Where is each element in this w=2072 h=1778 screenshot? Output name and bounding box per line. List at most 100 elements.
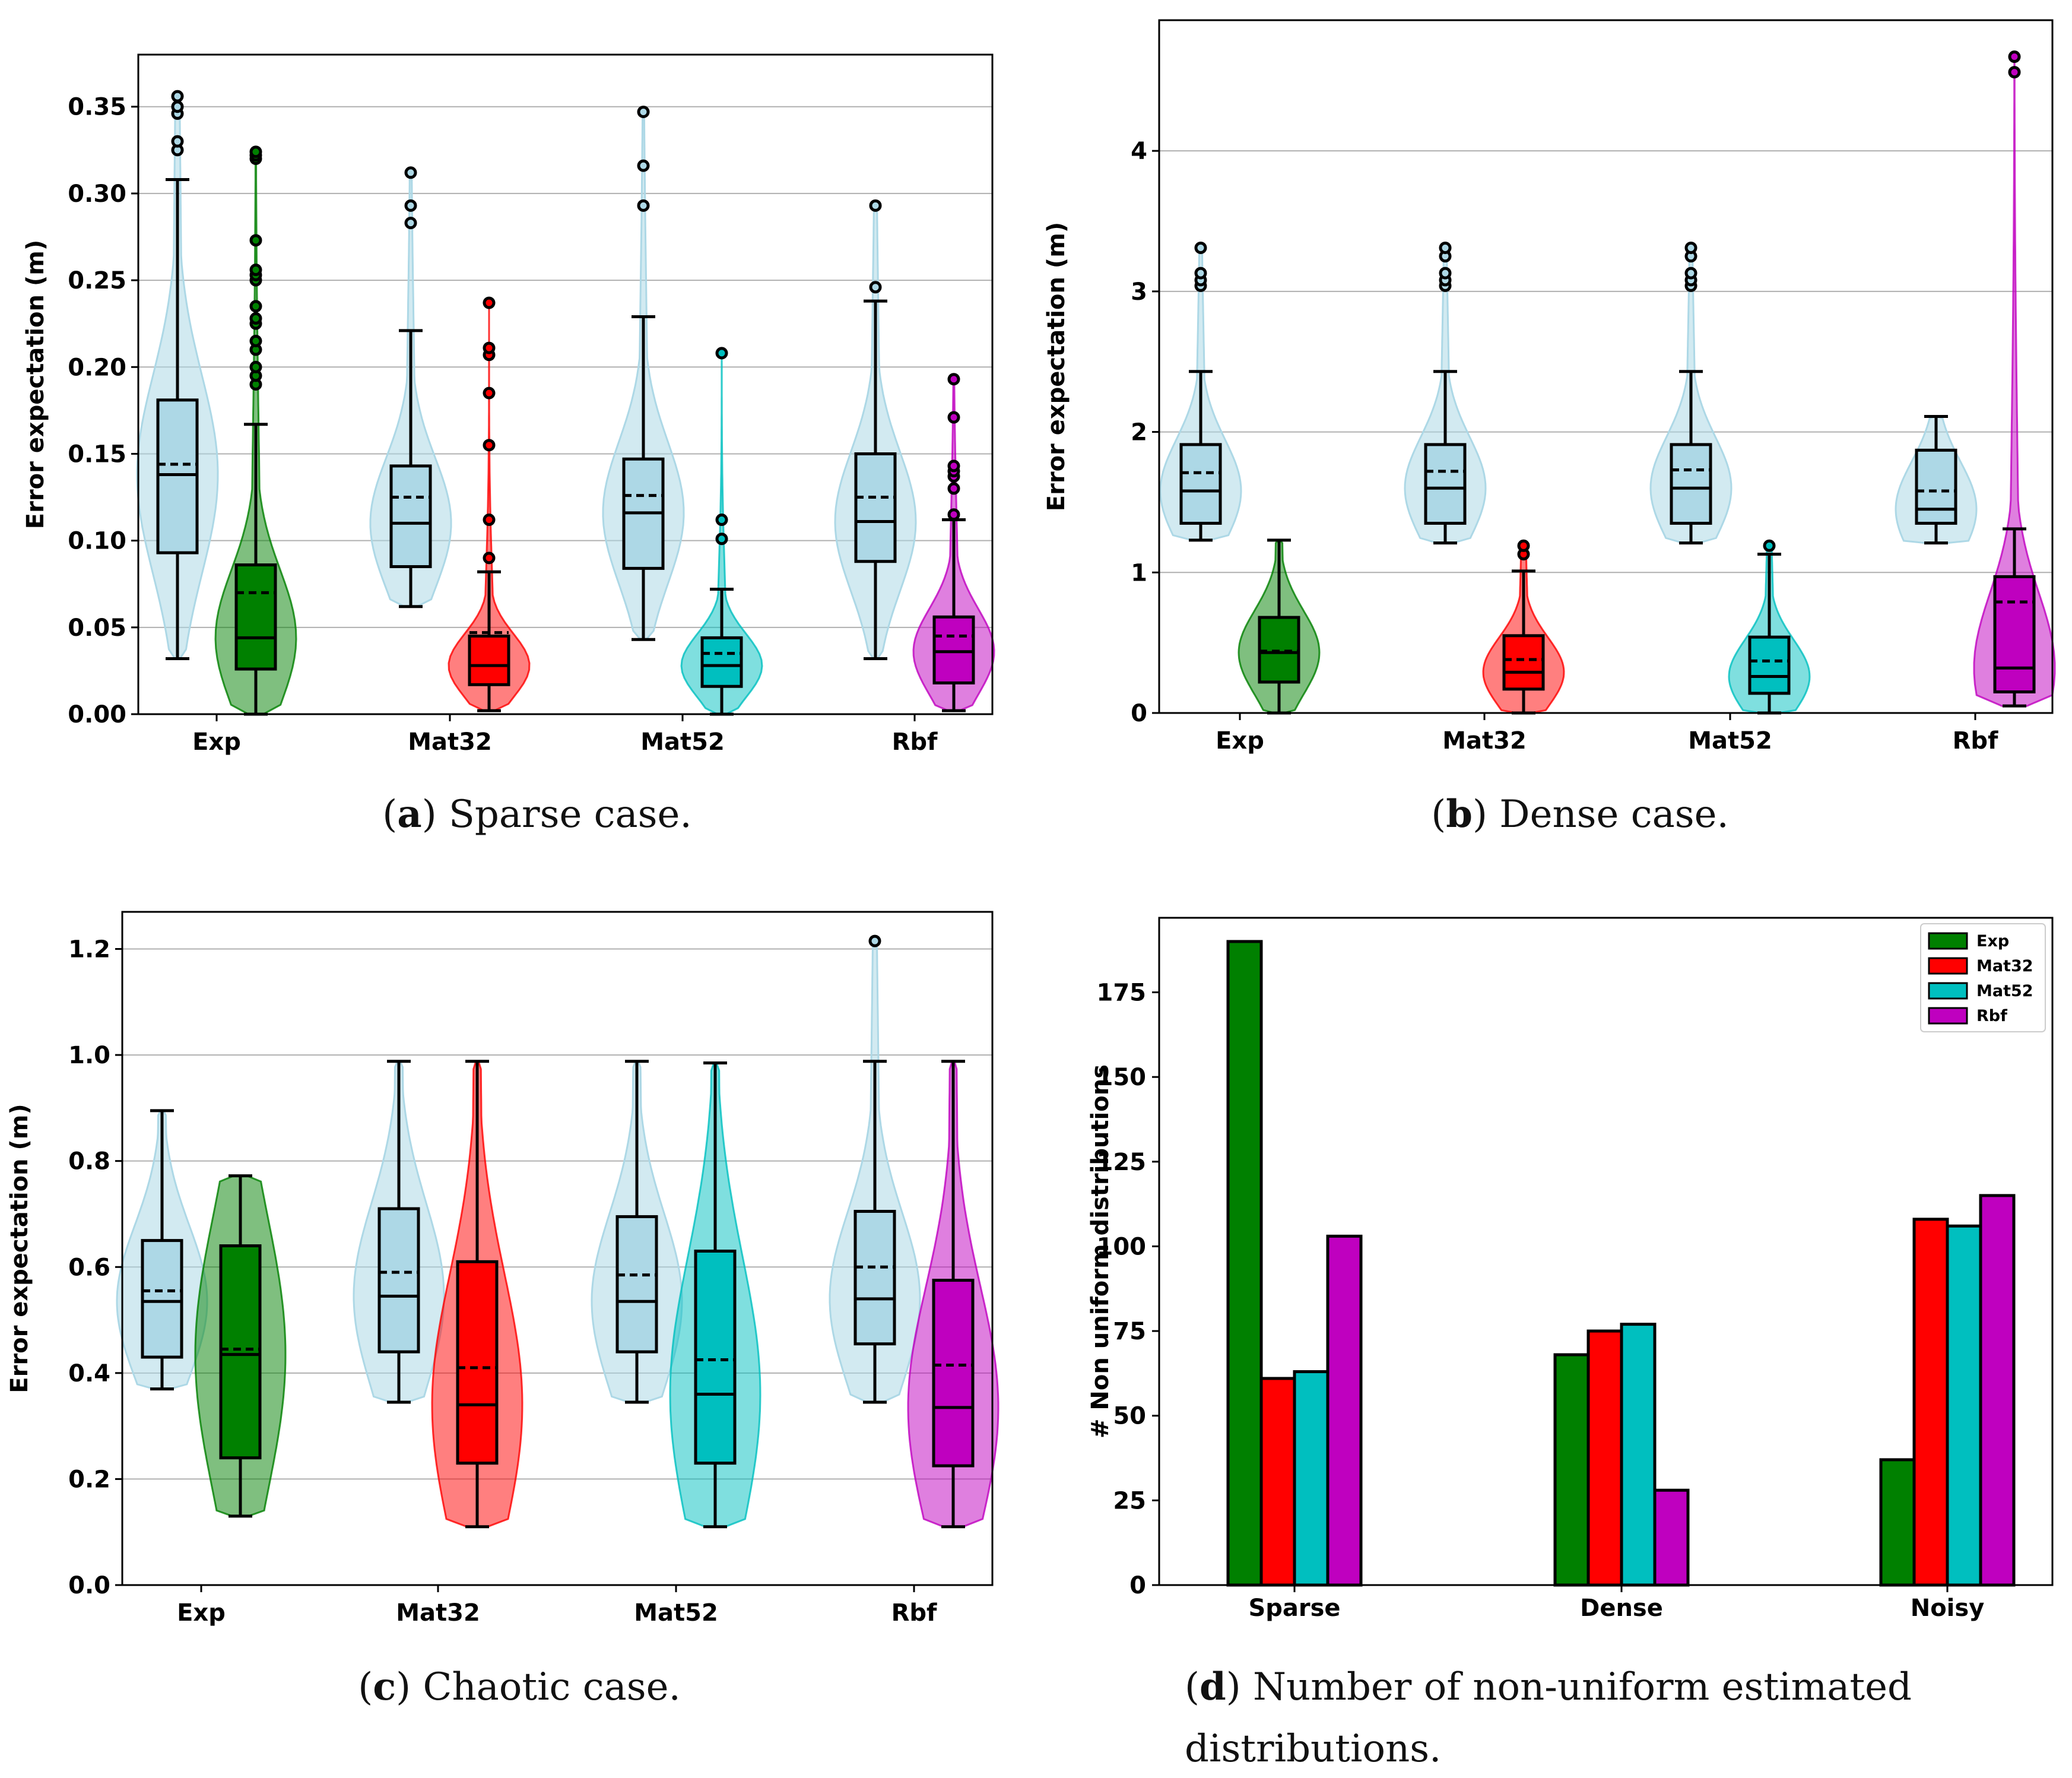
panel-c-y-tick-label: 0.8 xyxy=(68,1148,110,1175)
panel-c-y-tick-label: 0.2 xyxy=(68,1466,110,1493)
panel-b-rbf-kernel-outlier xyxy=(2008,66,2021,79)
panel-b-mat32-baseline-outlier xyxy=(1439,241,1452,254)
panel-c-x-tick-label: Mat52 xyxy=(634,1599,718,1627)
panel-a-exp-baseline-outlier xyxy=(171,100,184,113)
panel-a-plot-frame xyxy=(137,53,994,715)
panel-a-exp-baseline-outlier xyxy=(171,135,184,148)
panel-c-caption-letter: c xyxy=(373,1665,396,1709)
panel-a-mat52-kernel-outlier xyxy=(715,514,728,527)
panel-a-exp-kernel-outlier xyxy=(249,334,262,347)
panel-c-x-ticks: Exp Mat32 Mat52 Rbf xyxy=(177,1585,937,1627)
panel-a-mat32-kernel-outlier xyxy=(483,514,496,527)
panel-d-caption-letter: d xyxy=(1200,1665,1226,1709)
panel-c-y-tick-label: 0.0 xyxy=(68,1572,110,1599)
panel-b-mat32-kernel-outlier xyxy=(1517,539,1530,552)
panel-d-y-tick-label: 25 xyxy=(1113,1487,1146,1514)
panel-a-caption-letter: a xyxy=(397,792,421,836)
panel-d-legend-label-rbf: Rbf xyxy=(1976,1007,2007,1025)
panel-d-legend-label-mat32: Mat32 xyxy=(1976,957,2033,975)
panel-b-mat32-baseline-outlier xyxy=(1439,267,1452,280)
panel-d-non-uniform-bars: 0 25 50 75 100 125 150 175 Sparse Dense Noisy # N… xyxy=(1087,917,2054,1771)
panel-a-exp-kernel-box xyxy=(234,563,277,671)
panel-a-mat32-kernel-box xyxy=(468,634,510,686)
panel-d-bar-noisy-mat32 xyxy=(1912,1218,1949,1587)
panel-a-rbf-baseline-box xyxy=(854,452,897,563)
panel-a-rbf-kernel-outlier xyxy=(947,411,960,424)
panel-a-exp-kernel-outlier xyxy=(249,264,262,277)
panel-d-bar-noisy-mat52 xyxy=(1946,1224,1982,1587)
panel-a-x-tick-label: Rbf xyxy=(892,728,938,756)
panel-c-mat32-baseline-box xyxy=(377,1207,420,1354)
panel-a-caption: (a) Sparse case. xyxy=(382,792,691,836)
panel-a-y-axis-label: Error expectation (m) xyxy=(22,240,49,529)
panel-a-mat52-kernel-box xyxy=(700,636,743,688)
panel-d-x-tick-label: Dense xyxy=(1580,1595,1663,1622)
panel-d-x-tick-label: Noisy xyxy=(1911,1595,1985,1622)
panel-a-mat32-kernel-outlier xyxy=(483,341,496,354)
panel-a-mat32-kernel-outlier xyxy=(483,552,496,565)
panel-c-mat52-baseline-box xyxy=(615,1215,658,1354)
panel-c-exp-baseline-box xyxy=(141,1239,183,1359)
panel-b-rbf-kernel-outlier xyxy=(2008,50,2021,64)
panel-b-boxes xyxy=(1179,50,2036,715)
panel-d-x-tick-label: Sparse xyxy=(1248,1595,1340,1622)
panel-a-mat32-kernel-outlier xyxy=(483,296,496,309)
panel-d-y-tick-label: 175 xyxy=(1097,980,1147,1007)
panel-b-y-tick-label: 3 xyxy=(1131,278,1147,306)
panel-b-mat52-kernel-box xyxy=(1748,635,1791,695)
panel-d-y-tick-label: 125 xyxy=(1097,1149,1147,1176)
panel-c-exp-kernel-box xyxy=(219,1244,262,1460)
panel-b-caption-text: Dense case. xyxy=(1487,793,1729,836)
panel-c-y-tick-label: 1.2 xyxy=(68,936,110,964)
panel-a-caption-text: Sparse case. xyxy=(437,793,692,836)
panel-d-y-tick-label: 50 xyxy=(1113,1403,1146,1430)
panel-b-y-axis-label: Error expectation (m) xyxy=(1043,222,1070,511)
panel-d-legend-label-mat52: Mat52 xyxy=(1976,982,2033,1000)
panel-d-bar-dense-mat52 xyxy=(1620,1323,1657,1587)
panel-b-y-tick-label: 4 xyxy=(1131,138,1147,165)
panel-c-rbf-baseline-outlier xyxy=(868,934,881,947)
panel-d-caption-line2: distributions. xyxy=(1185,1727,1441,1771)
panel-d-legend: Exp Mat32 Mat52 Rbf xyxy=(1920,923,2046,1032)
panel-c-x-tick-label: Mat32 xyxy=(396,1599,480,1627)
panel-c-x-tick-label: Exp xyxy=(177,1599,226,1627)
panel-d-bar-sparse-mat32 xyxy=(1259,1377,1296,1587)
panel-b-x-tick-label: Mat32 xyxy=(1442,727,1527,755)
panel-c-y-tick-label: 1.0 xyxy=(68,1042,110,1069)
panel-d-legend-label-exp: Exp xyxy=(1976,932,2009,950)
panel-d-y-axis-label: # Non uniform distributions xyxy=(1087,1064,1114,1438)
panel-d-bar-dense-mat32 xyxy=(1586,1329,1623,1587)
panel-d-y-ticks: 0 25 50 75 100 125 150 175 xyxy=(1097,980,1159,1599)
panel-a-rbf-baseline-outlier xyxy=(869,199,882,212)
panel-c-caption-text: Chaotic case. xyxy=(411,1665,681,1709)
panel-d-legend-swatch-exp xyxy=(1928,932,1968,950)
panel-c-y-axis-label: Error expectation (m) xyxy=(6,1104,33,1393)
panel-b-y-tick-label: 2 xyxy=(1131,419,1147,446)
panel-d-bar-dense-rbf xyxy=(1653,1488,1690,1587)
panel-c-rbf-baseline-box xyxy=(853,1209,896,1346)
panel-d-bar-sparse-mat52 xyxy=(1293,1370,1329,1587)
panel-b-exp-baseline-outlier xyxy=(1194,241,1207,254)
panel-a-rbf-kernel-outlier xyxy=(947,459,960,473)
panel-c-plot-frame xyxy=(121,911,994,1586)
panel-a-mat32-kernel-outlier xyxy=(483,439,496,452)
panel-d-caption: (d) Number of non-uniform estimated xyxy=(1185,1665,1912,1709)
panel-a-exp-kernel-outlier xyxy=(249,234,262,247)
panel-d-y-tick-label: 150 xyxy=(1097,1064,1147,1091)
panel-a-rbf-baseline-outlier xyxy=(869,281,882,294)
panel-b-plot-frame xyxy=(1158,19,2054,714)
panel-b-mat32-baseline-box xyxy=(1424,443,1467,525)
panel-d-bar-noisy-rbf xyxy=(1979,1194,2016,1587)
panel-b-x-tick-label: Exp xyxy=(1216,727,1264,755)
panel-b-exp-baseline-outlier xyxy=(1194,267,1207,280)
panel-a-exp-kernel-outlier xyxy=(249,145,262,159)
panel-c-y-tick-label: 0.4 xyxy=(68,1360,110,1387)
panel-a-exp-kernel-outlier xyxy=(249,360,262,373)
panel-d-legend-swatch-mat52 xyxy=(1928,982,1968,1000)
panel-b-x-tick-label: Mat52 xyxy=(1688,727,1772,755)
panel-b-mat52-baseline-outlier xyxy=(1684,267,1697,280)
panel-a-exp-kernel-outlier xyxy=(249,300,262,313)
panel-c-rbf-kernel-box xyxy=(932,1279,975,1468)
panel-d-y-tick-label: 75 xyxy=(1113,1318,1146,1345)
